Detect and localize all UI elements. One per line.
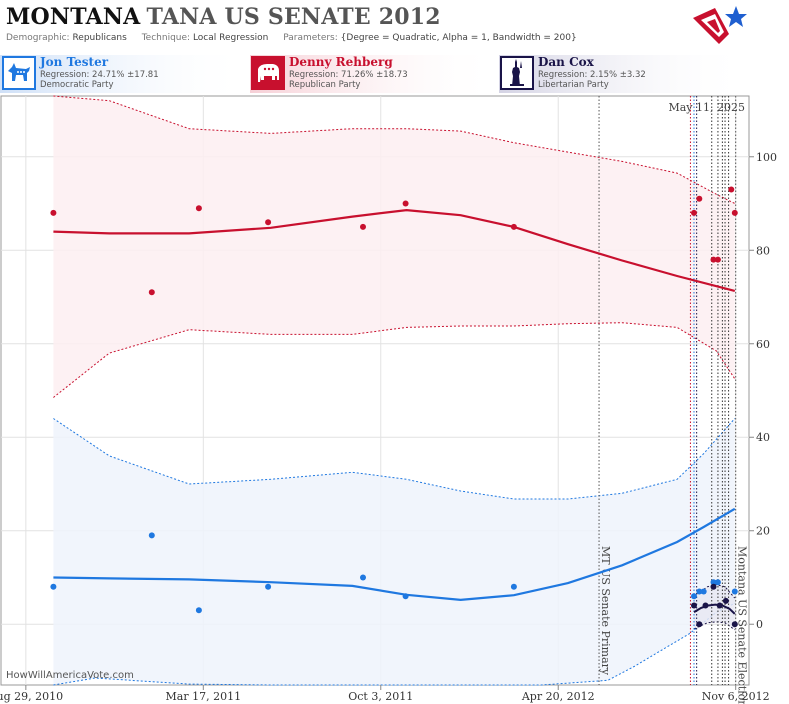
y-tick-label: 60 bbox=[756, 338, 770, 351]
candidate-party: Democratic Party bbox=[40, 80, 114, 90]
candidate-name: Dan Cox bbox=[538, 55, 594, 69]
confidence-band bbox=[53, 418, 735, 685]
state-name: MONTANA bbox=[6, 4, 141, 30]
event-label: MT US Senate Primary bbox=[599, 546, 612, 676]
poll-point bbox=[716, 602, 723, 609]
poll-point bbox=[710, 256, 717, 263]
parameters-value: {Degree = Quadratic, Alpha = 1, Bandwidt… bbox=[340, 33, 577, 43]
upper-bound-line bbox=[53, 418, 736, 500]
y-tick-label: 100 bbox=[756, 151, 777, 164]
poll-point bbox=[510, 223, 517, 230]
event-lines: MT US Senate Primary Montana US Senate El… bbox=[598, 96, 749, 704]
candidate-rehberg: Denny Rehberg Regression: 71.26% ±18.73 … bbox=[251, 55, 497, 93]
candidate-regression: Regression: 24.71% ±17.81 bbox=[40, 70, 159, 80]
poll-point bbox=[722, 597, 729, 604]
race-name: TANA US SENATE 2012 bbox=[146, 4, 441, 30]
donkey-icon bbox=[2, 56, 36, 90]
poll-point bbox=[710, 579, 717, 586]
upper-bound-line bbox=[53, 95, 736, 204]
poll-point bbox=[731, 588, 738, 595]
poll-point bbox=[710, 583, 717, 590]
confidence-band bbox=[53, 96, 735, 398]
x-tick-label: Apr 20, 2012 bbox=[521, 690, 595, 703]
poll-point bbox=[360, 223, 366, 230]
poll-point bbox=[696, 195, 703, 202]
candidate-party: Republican Party bbox=[289, 80, 361, 90]
poll-point bbox=[728, 186, 735, 193]
site-credit: HowWillAmericaVote.com bbox=[6, 670, 134, 681]
poll-point bbox=[265, 583, 272, 590]
poll-point bbox=[691, 602, 697, 609]
y-tick-label: 20 bbox=[756, 525, 770, 538]
poll-point bbox=[50, 209, 57, 216]
x-tick-label: Oct 3, 2011 bbox=[348, 690, 413, 703]
poll-point bbox=[700, 588, 707, 595]
technique-value: Local Regression bbox=[192, 33, 269, 43]
y-tick-label: 40 bbox=[756, 431, 770, 444]
poll-point bbox=[148, 289, 155, 296]
chart-parameters-line: Demographic: Republicans Technique: Loca… bbox=[6, 33, 577, 43]
poll-point bbox=[714, 256, 721, 263]
poll-point bbox=[702, 602, 709, 609]
event-label: Montana US Senate Election bbox=[736, 546, 749, 704]
regression-lines bbox=[53, 208, 736, 615]
y-tick-label: 0 bbox=[756, 618, 763, 631]
regression-line bbox=[53, 507, 736, 602]
poll-point bbox=[402, 593, 409, 600]
technique-label: Technique: bbox=[141, 33, 191, 43]
candidate-regression: Regression: 2.15% ±3.32 bbox=[538, 70, 646, 80]
poll-point bbox=[731, 621, 738, 628]
poll-points bbox=[50, 186, 738, 628]
candidate-legend: Jon Tester Regression: 24.71% ±17.81 Dem… bbox=[0, 55, 749, 93]
poll-point bbox=[360, 574, 366, 581]
date-stamp: May 11, 2025 bbox=[668, 101, 745, 114]
parameters-label: Parameters: bbox=[283, 33, 338, 43]
poll-point bbox=[195, 607, 202, 614]
regression-line bbox=[693, 603, 736, 615]
x-tick-label: Aug 29, 2010 bbox=[0, 690, 63, 703]
elephant-icon bbox=[251, 56, 285, 90]
confidence-bands bbox=[53, 95, 736, 686]
poll-point bbox=[148, 532, 155, 539]
candidate-regression: Regression: 71.26% ±18.73 bbox=[289, 70, 408, 80]
candidate-cox: Dan Cox Regression: 2.15% ±3.32 Libertar… bbox=[500, 55, 746, 93]
candidate-party: Libertarian Party bbox=[538, 80, 609, 90]
demographic-value: Republicans bbox=[72, 33, 127, 43]
poll-point bbox=[691, 593, 697, 600]
stars-stripes-logo-icon bbox=[693, 6, 747, 44]
poll-point bbox=[50, 583, 57, 590]
poll-point bbox=[731, 209, 738, 216]
regression-line bbox=[53, 208, 736, 292]
demographic-label: Demographic: bbox=[6, 33, 70, 43]
poll-point bbox=[402, 200, 409, 207]
legend-background bbox=[0, 55, 749, 93]
poll-point bbox=[265, 219, 272, 226]
x-tick-label: Mar 17, 2011 bbox=[166, 690, 242, 703]
candidate-tester: Jon Tester Regression: 24.71% ±17.81 Dem… bbox=[2, 55, 248, 93]
poll-point bbox=[696, 621, 703, 628]
poll-point bbox=[714, 579, 721, 586]
poll-point bbox=[510, 583, 517, 590]
liberty-statue-icon bbox=[500, 56, 534, 90]
axis-ticks: Aug 29, 2010 Mar 17, 2011 Oct 3, 2011 Apr 2… bbox=[0, 151, 777, 703]
poll-point bbox=[195, 205, 202, 212]
chart-header: MONTANA TANA US SENATE 2012 Demographic: … bbox=[0, 0, 789, 52]
chart-title: MONTANA TANA US SENATE 2012 bbox=[6, 4, 441, 30]
y-tick-label: 80 bbox=[756, 244, 770, 257]
candidate-name: Denny Rehberg bbox=[289, 55, 393, 69]
candidate-name: Jon Tester bbox=[40, 55, 109, 69]
x-tick-label: Nov 6, 2012 bbox=[702, 690, 770, 703]
poll-point bbox=[691, 209, 697, 216]
poll-point bbox=[696, 588, 703, 595]
